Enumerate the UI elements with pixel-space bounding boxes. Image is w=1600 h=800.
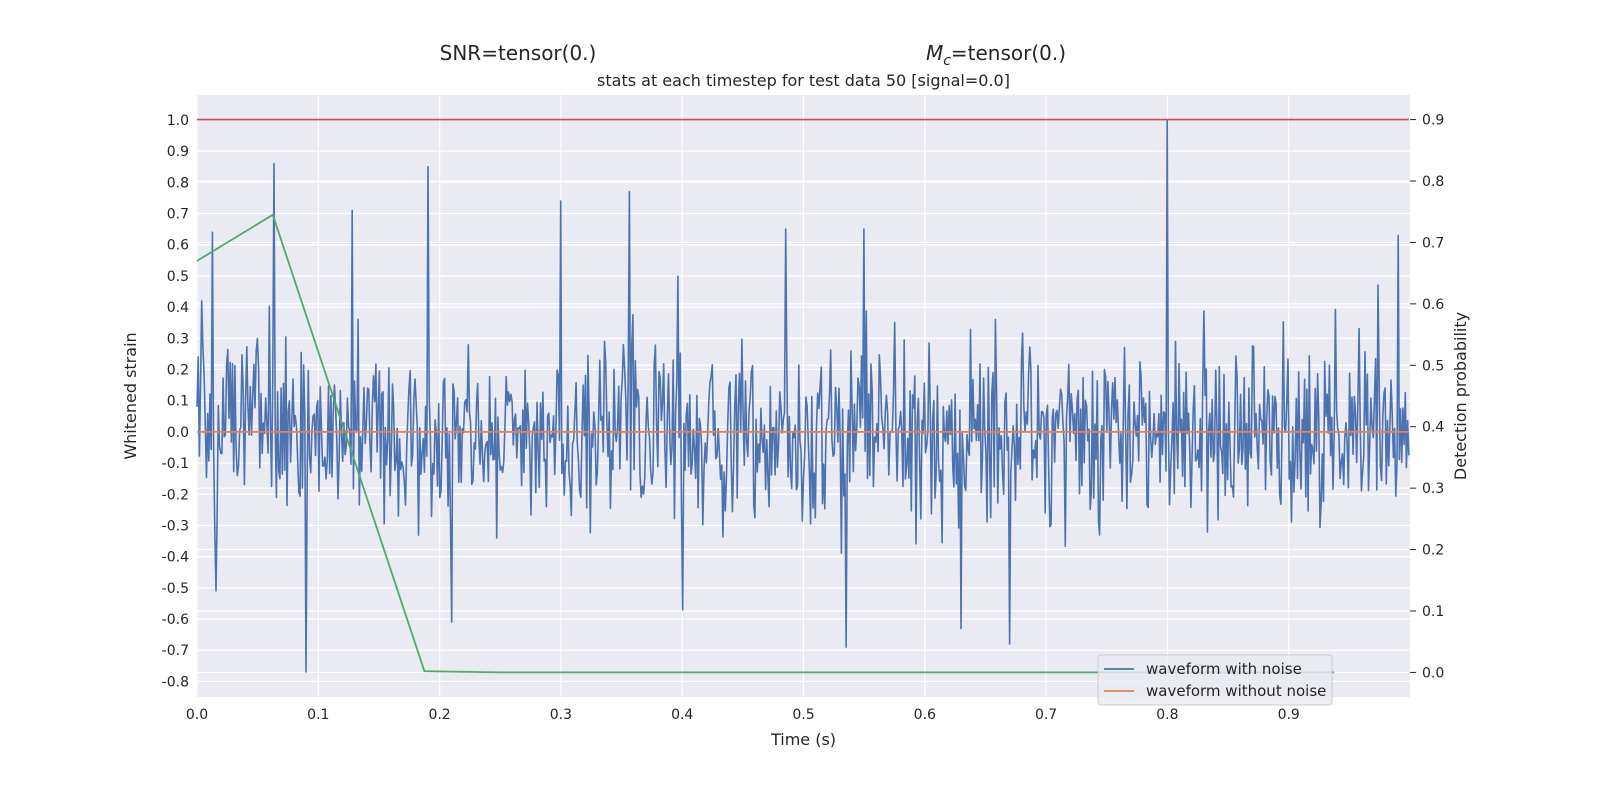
y-tick-label: -0.3 (162, 518, 189, 534)
x-tick-label: 0.8 (1156, 707, 1178, 723)
y-tick-label: 0.7 (167, 207, 189, 223)
x-tick-label: 0.2 (428, 707, 450, 723)
y-tick-label: -0.6 (162, 612, 189, 628)
y-tick-label: 0.5 (167, 269, 189, 285)
y-axis-right-label: Detection probability (1451, 312, 1470, 480)
y-tick-label: 0.0 (167, 425, 189, 441)
y-tick-label: 0.2 (167, 362, 189, 378)
ticks-layer: 0.0 0.1 0.2 0.3 0.4 0.5 0.6 0.7 0.8 0.9 1.0 0.9 0.8 0… (162, 113, 1445, 723)
suptitle-mass-subscript: c (943, 53, 951, 69)
y-right-tick-label: 0.0 (1422, 665, 1444, 681)
y-tick-label: 0.4 (167, 300, 189, 316)
x-tick-label: 0.6 (914, 707, 936, 723)
y-tick-label: -0.8 (162, 674, 189, 690)
suptitle-snr: SNR=tensor(0.) (440, 41, 597, 65)
series-waveform-with-noise (196, 119, 1410, 673)
y-tick-label: 0.8 (167, 175, 189, 191)
y-right-tick-label: 0.7 (1422, 235, 1444, 251)
y-right-tick-label: 0.2 (1422, 543, 1444, 559)
y-tick-label: 0.9 (167, 144, 189, 160)
x-tick-label: 0.0 (186, 707, 208, 723)
x-tick-label: 0.1 (307, 707, 329, 723)
y-right-tick-label: 0.4 (1422, 420, 1444, 436)
x-tick-label: 0.5 (792, 707, 814, 723)
x-axis-label: Time (s) (770, 730, 836, 749)
y-right-tick-label: 0.3 (1422, 481, 1444, 497)
y-right-tick-label: 0.6 (1422, 297, 1444, 313)
y-right-tick-label: 0.1 (1422, 604, 1444, 620)
legend-label-clean: waveform without noise (1146, 682, 1326, 700)
y-tick-label: 0.1 (167, 394, 189, 410)
legend: waveform with noise waveform without noi… (1097, 654, 1333, 706)
y-tick-label: -0.5 (162, 581, 189, 597)
y-tick-label: 0.6 (167, 238, 189, 254)
y-tick-label: -0.7 (162, 643, 189, 659)
chart-title: stats at each timestep for test data 50 … (597, 71, 1010, 90)
legend-box (1097, 654, 1333, 706)
suptitle-mass-value: =tensor(0.) (951, 41, 1066, 65)
suptitle-chirp-mass: Mc=tensor(0.) (926, 41, 1066, 69)
y-right-tick-label: 0.8 (1422, 174, 1444, 190)
y-right-tick-label: 0.9 (1422, 113, 1444, 129)
y-tick-label: 0.3 (167, 331, 189, 347)
x-tick-label: 0.4 (671, 707, 693, 723)
legend-label-noisy: waveform with noise (1146, 660, 1302, 678)
x-tick-label: 0.3 (550, 707, 572, 723)
y-tick-label: -0.2 (162, 487, 189, 503)
y-tick-label: -0.1 (162, 456, 189, 472)
y-tick-label: 1.0 (167, 113, 189, 129)
x-tick-label: 0.9 (1278, 707, 1300, 723)
y-axis-label: Whitened strain (121, 332, 140, 459)
y-right-tick-label: 0.5 (1422, 358, 1444, 374)
y-tick-label: -0.4 (162, 550, 189, 566)
suptitle-mass-symbol: M (926, 41, 943, 65)
x-tick-label: 0.7 (1035, 707, 1057, 723)
